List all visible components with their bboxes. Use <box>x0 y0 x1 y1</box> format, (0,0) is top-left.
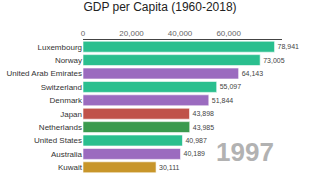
svg-text:20,000: 20,000 <box>119 29 144 38</box>
svg-text:Norway: Norway <box>55 56 82 65</box>
svg-text:United States: United States <box>34 136 82 145</box>
svg-text:Australia: Australia <box>51 150 83 159</box>
svg-text:Japan: Japan <box>60 110 82 119</box>
svg-text:40,189: 40,189 <box>184 150 206 157</box>
svg-text:GDP per Capita (1960-2018): GDP per Capita (1960-2018) <box>83 0 236 14</box>
svg-text:1997: 1997 <box>216 137 274 167</box>
svg-text:Switzerland: Switzerland <box>41 83 82 92</box>
svg-text:30,111: 30,111 <box>159 164 179 171</box>
svg-text:55,097: 55,097 <box>220 83 242 90</box>
svg-text:78,941: 78,941 <box>278 43 300 50</box>
svg-text:United Arab Emirates: United Arab Emirates <box>6 69 82 78</box>
svg-text:0: 0 <box>81 29 86 38</box>
svg-text:40,987: 40,987 <box>185 137 207 144</box>
svg-text:Luxembourg: Luxembourg <box>38 43 82 52</box>
svg-text:60,000: 60,000 <box>216 29 241 38</box>
svg-text:43,985: 43,985 <box>193 124 215 131</box>
svg-text:Netherlands: Netherlands <box>39 123 82 132</box>
svg-text:73,005: 73,005 <box>263 57 285 64</box>
svg-text:Denmark: Denmark <box>50 96 83 105</box>
svg-text:40,000: 40,000 <box>168 29 193 38</box>
svg-text:43,898: 43,898 <box>193 110 215 117</box>
svg-text:Kuwait: Kuwait <box>58 163 83 172</box>
svg-text:51,844: 51,844 <box>212 97 234 104</box>
svg-text:64,143: 64,143 <box>242 70 264 77</box>
